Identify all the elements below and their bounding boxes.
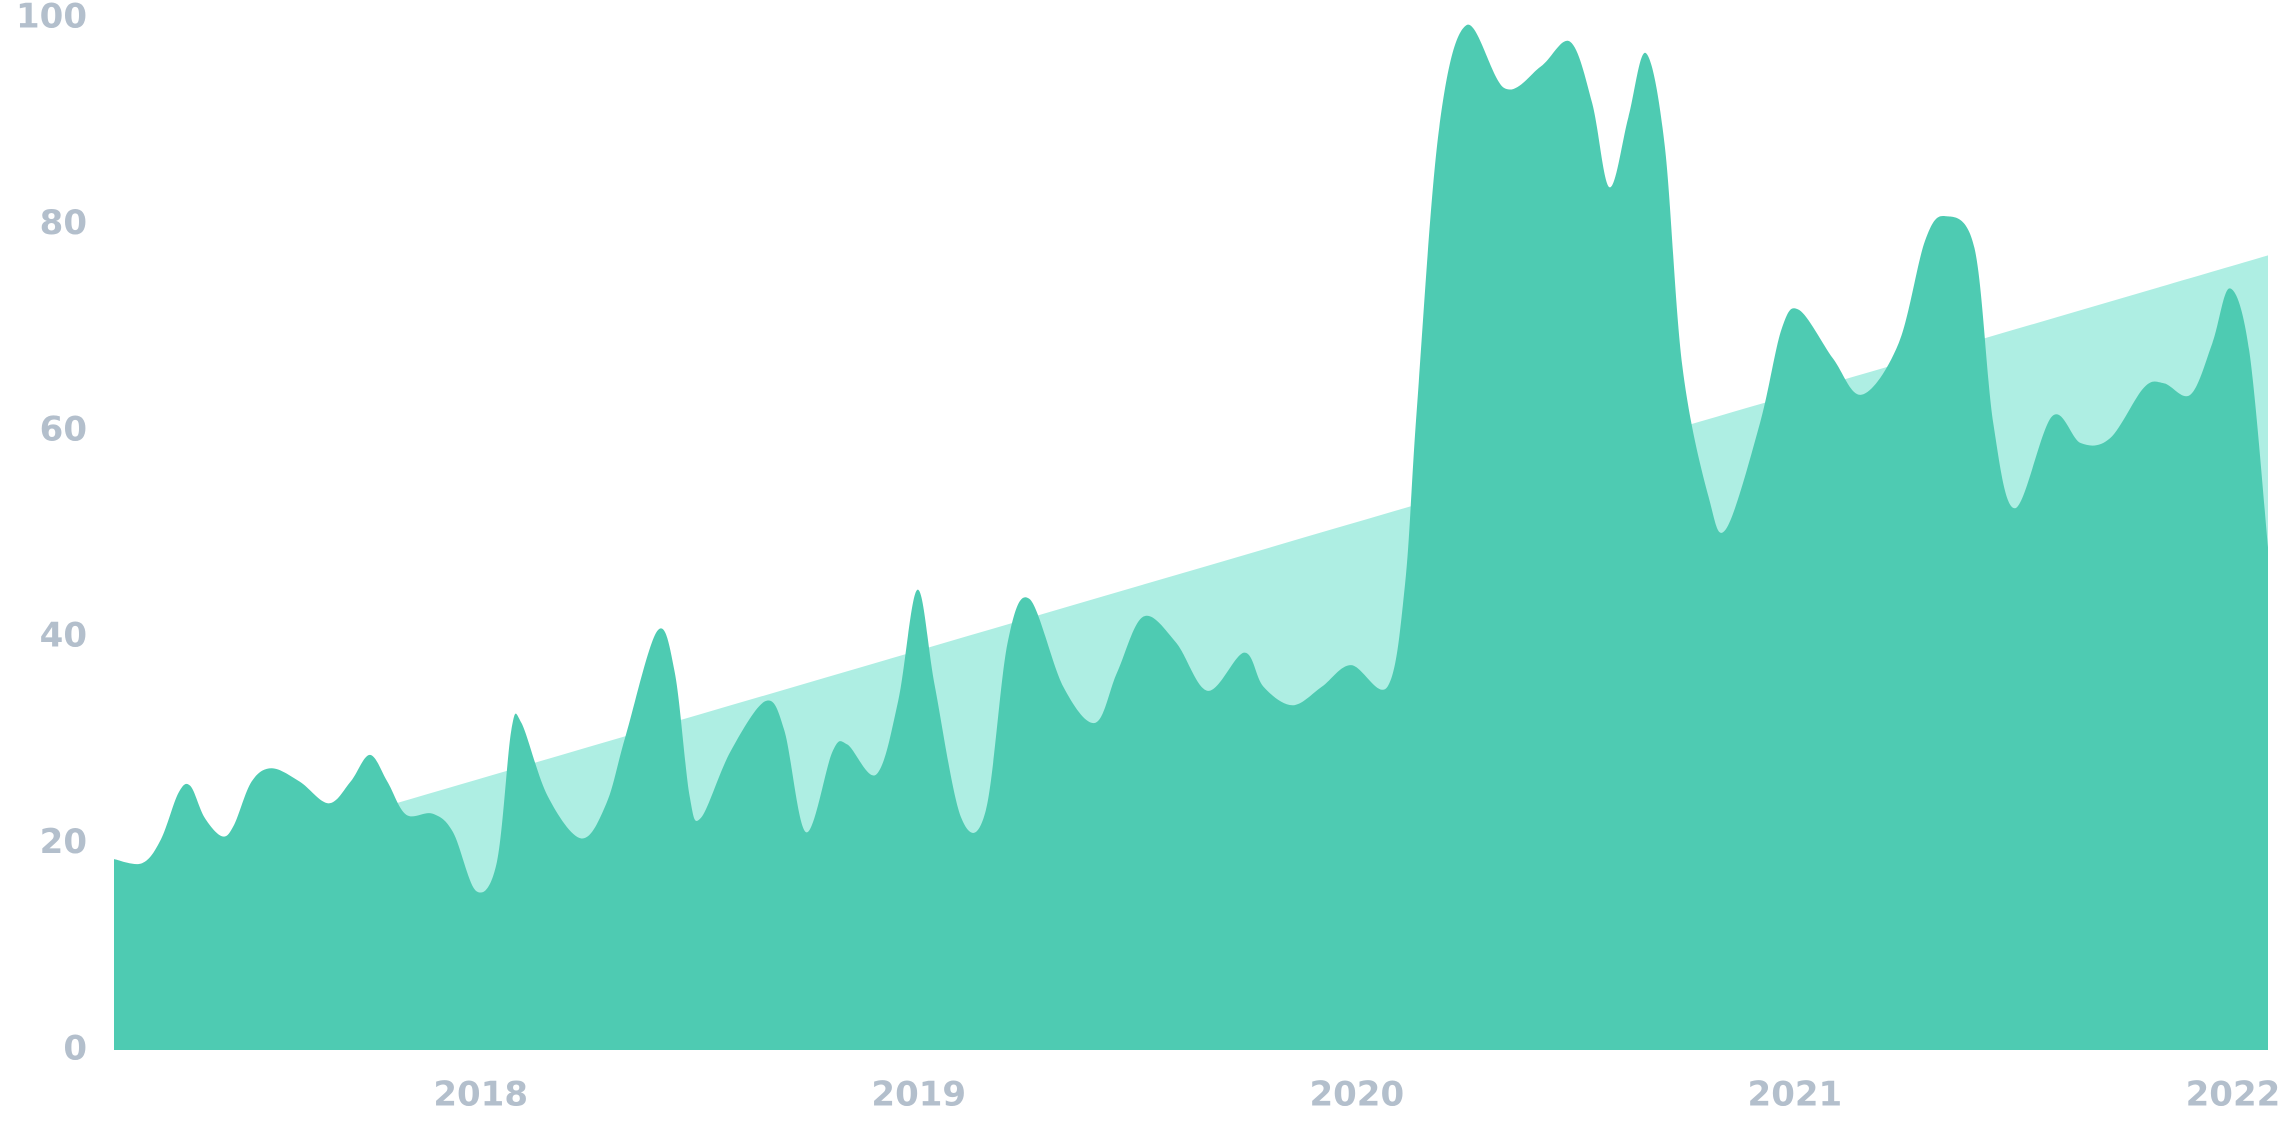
y-tick-label: 100 <box>16 0 87 37</box>
y-tick-label: 60 <box>40 409 87 449</box>
area <box>114 24 2268 1050</box>
x-tick-label: 2019 <box>871 1075 966 1115</box>
y-tick-label: 0 <box>63 1029 87 1069</box>
x-tick-label: 2020 <box>1309 1075 1404 1115</box>
x-tick-label: 2018 <box>433 1075 528 1115</box>
y-tick-label: 40 <box>40 616 87 656</box>
x-tick-label: 2022 <box>2186 1075 2281 1115</box>
y-tick-label: 80 <box>40 203 87 243</box>
x-tick-label: 2021 <box>1748 1075 1843 1115</box>
y-tick-label: 20 <box>40 822 87 862</box>
